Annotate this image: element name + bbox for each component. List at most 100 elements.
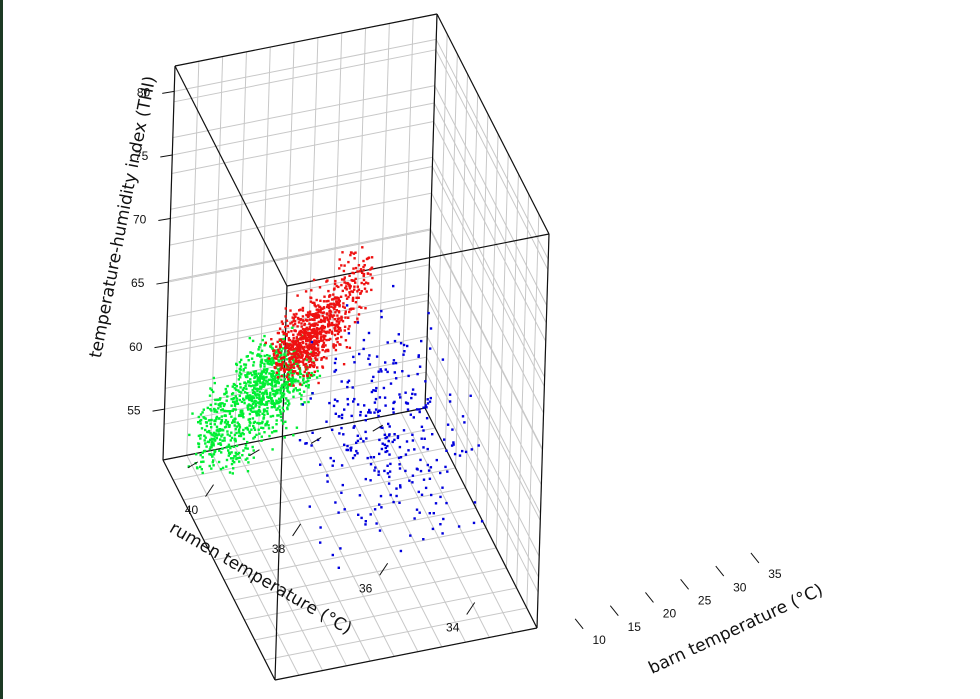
- data-point: [263, 368, 266, 371]
- data-point: [288, 378, 292, 381]
- data-point: [374, 466, 377, 469]
- data-point: [247, 384, 251, 387]
- data-point: [254, 370, 257, 373]
- data-point: [339, 295, 343, 298]
- data-point: [227, 449, 230, 452]
- grid-line: [426, 356, 539, 578]
- data-point: [362, 274, 365, 278]
- data-point: [314, 305, 317, 308]
- data-point: [299, 318, 302, 322]
- data-point: [238, 431, 241, 434]
- grid-line: [186, 455, 300, 676]
- data-point: [266, 354, 269, 357]
- data-point: [235, 397, 239, 400]
- data-point: [320, 335, 323, 339]
- data-point: [211, 455, 214, 458]
- data-point: [216, 398, 219, 402]
- data-point: [270, 338, 273, 341]
- data-point: [240, 373, 243, 376]
- data-point: [312, 365, 316, 369]
- data-point: [312, 331, 315, 334]
- data-point: [375, 355, 379, 358]
- data-point: [230, 404, 233, 407]
- data-point: [263, 365, 266, 368]
- data-point: [219, 443, 223, 446]
- data-point: [374, 389, 377, 392]
- data-point: [306, 345, 309, 349]
- data-point: [336, 332, 340, 336]
- data-point: [381, 426, 384, 429]
- data-point: [291, 356, 295, 359]
- data-point: [275, 345, 278, 348]
- box-edge: [436, 13, 550, 235]
- data-point: [239, 365, 243, 368]
- data-point: [334, 297, 338, 300]
- data-point: [235, 385, 238, 388]
- data-point: [292, 313, 296, 316]
- data-point: [446, 470, 449, 473]
- data-point: [336, 400, 339, 403]
- data-point: [338, 415, 341, 418]
- data-point: [333, 307, 336, 311]
- data-point: [234, 455, 237, 458]
- data-point: [230, 431, 233, 434]
- data-point: [405, 440, 409, 443]
- data-point: [334, 348, 338, 352]
- data-point: [416, 372, 419, 376]
- data-point: [256, 390, 259, 393]
- data-point: [301, 337, 304, 340]
- data-point: [451, 428, 454, 431]
- data-point: [260, 435, 263, 438]
- data-point: [377, 473, 380, 476]
- data-point: [368, 408, 371, 412]
- data-point: [399, 486, 402, 489]
- data-point: [279, 412, 283, 416]
- data-point: [322, 311, 325, 314]
- data-point: [201, 456, 204, 459]
- data-point: [245, 382, 248, 385]
- x-axis-label: rumen temperature (°C): [166, 518, 355, 639]
- data-point: [308, 333, 311, 337]
- grid-line: [173, 49, 437, 103]
- grid-line: [168, 228, 431, 282]
- data-point: [209, 432, 212, 435]
- data-point: [251, 417, 255, 420]
- data-point: [262, 417, 265, 420]
- data-point: [285, 344, 288, 347]
- data-point: [216, 428, 219, 431]
- data-point: [352, 272, 356, 275]
- data-point: [345, 288, 348, 291]
- data-point: [218, 417, 221, 420]
- data-point: [431, 433, 434, 436]
- data-point: [279, 388, 282, 392]
- data-point: [342, 363, 346, 366]
- data-point: [318, 351, 321, 354]
- data-point: [241, 409, 244, 412]
- data-point: [268, 354, 271, 358]
- data-point: [359, 292, 362, 295]
- data-point: [299, 376, 302, 379]
- data-point: [226, 430, 229, 433]
- data-point: [253, 426, 256, 430]
- data-point: [279, 392, 282, 395]
- data-point: [287, 368, 291, 371]
- data-point: [356, 317, 359, 320]
- data-point: [458, 454, 462, 457]
- data-point: [284, 402, 287, 405]
- x-tick: [372, 424, 384, 432]
- y-tick: [750, 552, 760, 564]
- data-point: [261, 385, 264, 388]
- data-point: [279, 387, 283, 390]
- data-point: [246, 457, 249, 460]
- data-point: [249, 378, 252, 381]
- data-point: [271, 399, 274, 402]
- grid-line: [329, 32, 343, 427]
- data-point: [260, 400, 263, 404]
- data-point: [302, 341, 305, 345]
- data-point: [290, 378, 294, 381]
- data-point: [388, 453, 391, 456]
- data-point: [253, 391, 256, 395]
- data-point: [237, 378, 240, 381]
- data-point: [259, 343, 262, 346]
- data-point: [272, 352, 276, 355]
